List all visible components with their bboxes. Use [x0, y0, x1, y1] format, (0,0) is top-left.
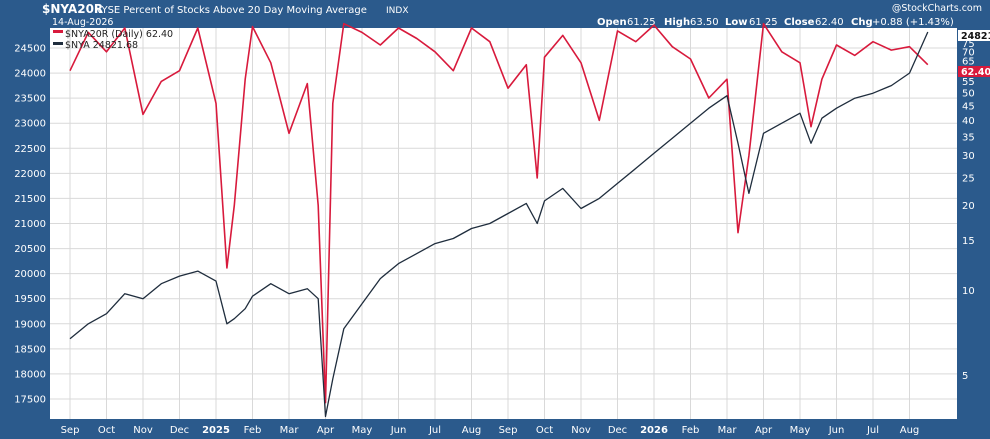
- right-tick-label: 30: [962, 151, 975, 162]
- legend: $NYA20R (Daily) 62.40 $NYA 24821.68: [53, 29, 173, 51]
- x-tick-label: Aug: [900, 425, 920, 436]
- left-tick-label: 20500: [14, 244, 46, 255]
- left-tick-label: 17500: [14, 394, 46, 405]
- left-axis: 17500 18000 18500 19000 19500 20000 20500 21000…: [14, 44, 46, 406]
- high-value: 63.50: [690, 17, 719, 28]
- chart-header: $NYA20R NYSE Percent of Stocks Above 20 …: [42, 2, 982, 28]
- chg-value: +0.88 (+1.43%): [872, 17, 954, 28]
- nya20r-line: [69, 22, 929, 404]
- legend-nya20r: $NYA20R (Daily) 62.40: [65, 29, 173, 40]
- nya-price-tag-bg: [958, 30, 990, 41]
- x-tick-label: Jul: [866, 425, 879, 436]
- left-tick-label: 23000: [14, 119, 46, 130]
- x-tick-label: Apr: [755, 425, 773, 436]
- high-label: High: [664, 17, 690, 28]
- x-tick-label: 2025: [202, 425, 230, 436]
- left-tick-label: 19000: [14, 319, 46, 330]
- open-value: 61.25: [627, 17, 656, 28]
- right-tick-label: 40: [962, 116, 975, 127]
- x-tick-label: Sep: [499, 425, 518, 436]
- left-tick-label: 24000: [14, 69, 46, 80]
- x-tick-label: Oct: [536, 425, 553, 436]
- series-layer: [69, 22, 929, 418]
- right-tick-label: 10: [962, 286, 975, 297]
- x-tick-label: Feb: [244, 425, 262, 436]
- x-tick-label: Oct: [98, 425, 115, 436]
- nya20r-price-tag: 62.40: [961, 67, 990, 78]
- left-tick-label: 22000: [14, 169, 46, 180]
- x-tick-label: Dec: [608, 425, 627, 436]
- right-tick-label: 50: [962, 89, 975, 100]
- left-tick-label: 21500: [14, 194, 46, 205]
- right-tick-label: 25: [962, 174, 975, 185]
- left-tick-label: 20000: [14, 269, 46, 280]
- nya-line: [69, 31, 929, 418]
- x-tick-label: Dec: [170, 425, 189, 436]
- left-tick-label: 18500: [14, 344, 46, 355]
- right-tick-label: 45: [962, 101, 975, 112]
- right-tick-label: 15: [962, 236, 975, 247]
- x-tick-label: Mar: [280, 425, 300, 436]
- nya20r-price-tag-bg: [958, 66, 990, 77]
- x-tick-label: Nov: [571, 425, 591, 436]
- grid-lines: [50, 28, 957, 419]
- ticker-symbol: $NYA20R: [42, 2, 103, 16]
- right-tick-label: 70: [962, 47, 975, 58]
- right-tick-label: 75: [962, 39, 975, 50]
- x-tick-label: Mar: [718, 425, 738, 436]
- left-tick-label: 23500: [14, 94, 46, 105]
- close-label: Close: [784, 17, 815, 28]
- left-tick-label: 18000: [14, 369, 46, 380]
- indicator-name: NYSE Percent of Stocks Above 20 Day Movi…: [94, 5, 367, 16]
- x-tick-label: May: [790, 425, 811, 436]
- right-tick-label: 35: [962, 132, 975, 143]
- open-label: Open: [597, 17, 627, 28]
- left-tick-label: 22500: [14, 144, 46, 155]
- x-tick-label: May: [352, 425, 373, 436]
- left-tick-label: 19500: [14, 294, 46, 305]
- close-value: 62.40: [815, 17, 844, 28]
- x-tick-label: Jun: [390, 425, 407, 436]
- watermark: @StockCharts.com: [892, 3, 982, 14]
- right-tick-label: 5: [962, 371, 968, 382]
- x-tick-label: Sep: [61, 425, 80, 436]
- legend-swatch-nya: [53, 42, 63, 45]
- x-tick-label: Apr: [317, 425, 335, 436]
- legend-nya: $NYA 24821.68: [65, 40, 138, 51]
- chart-date: 14-Aug-2026: [52, 17, 113, 28]
- chg-label: Chg: [851, 17, 873, 28]
- legend-swatch-nya20r: [53, 30, 63, 33]
- low-label: Low: [725, 17, 747, 28]
- x-axis: Sep Oct Nov Dec 2025 Feb Mar Apr May Jun Jul Aug Sep…: [61, 425, 920, 436]
- x-tick-label: Jun: [828, 425, 845, 436]
- right-axis: 51015202530354045505560657075: [962, 39, 975, 382]
- x-tick-label: 2026: [640, 425, 668, 436]
- left-tick-label: 21000: [14, 219, 46, 230]
- nya-price-tag: 24821: [961, 31, 990, 42]
- x-tick-label: Aug: [462, 425, 482, 436]
- price-tags: 24821 62.40: [958, 30, 990, 78]
- right-tick-label: 55: [962, 77, 975, 88]
- left-tick-label: 24500: [14, 44, 46, 55]
- x-tick-label: Jul: [428, 425, 441, 436]
- right-tick-label: 20: [962, 201, 975, 212]
- x-tick-label: Nov: [133, 425, 153, 436]
- exchange-label: INDX: [386, 6, 408, 16]
- right-tick-label: 65: [962, 56, 975, 67]
- x-tick-label: Feb: [682, 425, 700, 436]
- low-value: 61.25: [749, 17, 778, 28]
